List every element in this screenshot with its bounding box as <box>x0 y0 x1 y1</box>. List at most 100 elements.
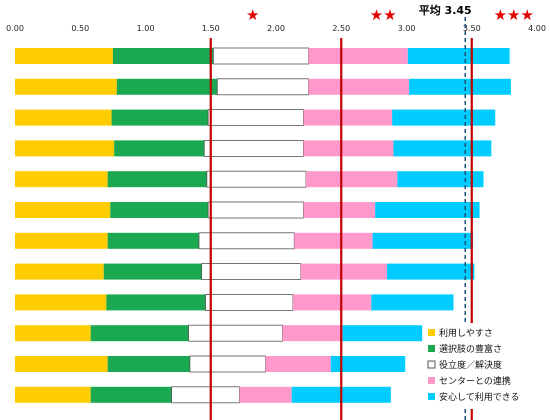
bar-segment <box>112 48 214 64</box>
bar-segment <box>189 355 266 373</box>
x-tick-label: 1.50 <box>202 24 220 33</box>
bar-segment <box>409 78 511 95</box>
bar-row <box>15 170 484 188</box>
bar-segment <box>15 48 113 64</box>
bar-segment <box>407 48 510 64</box>
x-tick-label: 3.00 <box>398 24 416 33</box>
legend-label: 選択肢の豊富さ <box>439 343 502 355</box>
x-tick-label: 1.00 <box>137 24 155 33</box>
legend-swatch <box>428 329 435 336</box>
bar-row <box>15 324 423 342</box>
bar-segment <box>205 293 294 311</box>
bar-segment <box>265 356 331 372</box>
legend-swatch <box>428 345 435 352</box>
bar-segment <box>103 263 202 280</box>
bar-segment <box>308 78 410 95</box>
legend-swatch <box>428 377 435 384</box>
bar-segment <box>15 78 117 95</box>
bar-row <box>15 293 454 311</box>
legend-background <box>424 323 542 409</box>
bar-segment <box>106 294 206 311</box>
legend-item: 安心して利用できる <box>428 391 520 403</box>
bar-segment <box>201 263 302 281</box>
bar-segment <box>116 78 218 95</box>
bar-segment <box>330 356 406 372</box>
bar-row <box>15 263 475 281</box>
x-tick-label: 2.50 <box>332 24 350 33</box>
bar-segment <box>111 109 209 126</box>
legend-swatch <box>427 360 436 369</box>
bar-segment <box>15 232 108 249</box>
legend-label: センターとの連携 <box>439 375 511 387</box>
bar-row <box>15 355 406 373</box>
bar-row <box>15 386 391 404</box>
bar-segment <box>342 325 423 342</box>
average-label: 平均 3.45 <box>419 3 472 17</box>
rating-stars: ★★ <box>370 6 397 24</box>
bar-row <box>15 109 496 126</box>
bar-segment <box>300 263 387 280</box>
x-tick-label: 2.00 <box>267 24 285 33</box>
x-axis-ticks: 0.00 0.50 1.00 1.50 2.00 2.50 3.00 3.50 4.00 <box>6 24 546 33</box>
x-tick-label: 3.50 <box>463 24 481 33</box>
legend-label: 安心して利用できる <box>439 391 520 403</box>
bar-row <box>15 139 492 157</box>
bar-segment <box>15 356 108 372</box>
bar-segment <box>397 171 484 188</box>
legend-item: センターとの連携 <box>428 375 511 387</box>
bar-segment <box>15 325 91 342</box>
bar-segment <box>393 140 492 157</box>
bar-segment <box>107 356 190 372</box>
bar-segment <box>207 109 304 126</box>
bar-segment <box>15 202 111 218</box>
bar-segment <box>371 294 454 311</box>
x-tick-label: 0.50 <box>71 24 89 33</box>
bar-segment <box>15 171 108 188</box>
bar-segment <box>372 232 474 249</box>
bar-segment <box>107 232 200 249</box>
bar-segment <box>212 47 310 65</box>
bar-segment <box>294 232 373 249</box>
bar-row <box>15 201 480 219</box>
bar-segment <box>303 140 394 157</box>
bar-segment <box>15 294 107 311</box>
bar-segment <box>171 386 240 404</box>
bar-segment <box>292 294 372 311</box>
bar-segment <box>206 170 307 188</box>
legend-label: 役立度／解決度 <box>439 359 502 371</box>
bar-segment <box>303 202 376 218</box>
rating-stars: ★ <box>246 6 259 24</box>
bar-segment <box>110 202 209 218</box>
bar-segment <box>392 109 496 126</box>
bar-segment <box>15 109 112 126</box>
legend-item: 選択肢の豊富さ <box>428 343 502 355</box>
bar-segment <box>239 386 292 403</box>
legend-item: 役立度／解決度 <box>427 359 502 371</box>
bar-segment <box>90 386 172 403</box>
bar-segment <box>375 202 480 218</box>
x-tick-label: 4.00 <box>528 24 546 33</box>
legend-item: 利用しやすさ <box>428 327 493 339</box>
bar-segment <box>188 324 283 342</box>
bar-segment <box>198 232 295 250</box>
legend-label: 利用しやすさ <box>439 327 493 339</box>
legend-swatch <box>428 393 435 400</box>
bar-rows <box>15 47 511 404</box>
rating-stars: ★★★ <box>494 6 534 24</box>
bar-segment <box>386 263 475 280</box>
bar-segment <box>306 171 398 188</box>
bar-segment <box>90 325 189 342</box>
bar-segment <box>216 78 310 96</box>
bar-segment <box>114 140 205 157</box>
bar-row <box>15 78 511 96</box>
bar-segment <box>303 109 393 126</box>
bar-row <box>15 47 510 65</box>
bar-segment <box>15 140 115 157</box>
bar-segment <box>282 325 343 342</box>
x-tick-label: 0.00 <box>6 24 24 33</box>
bar-segment <box>107 171 207 188</box>
bar-segment <box>15 263 104 280</box>
bar-row <box>15 232 474 250</box>
